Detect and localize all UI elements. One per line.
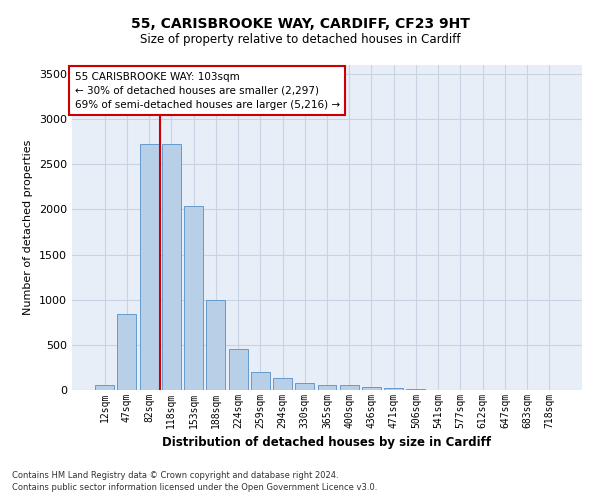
Text: 55 CARISBROOKE WAY: 103sqm
← 30% of detached houses are smaller (2,297)
69% of s: 55 CARISBROOKE WAY: 103sqm ← 30% of deta… [74,72,340,110]
Text: Size of property relative to detached houses in Cardiff: Size of property relative to detached ho… [140,32,460,46]
Bar [317,385,337,390]
Bar [118,314,136,390]
Text: Contains public sector information licensed under the Open Government Licence v3: Contains public sector information licen… [12,484,377,492]
Bar [162,144,181,390]
X-axis label: Distribution of detached houses by size in Cardiff: Distribution of detached houses by size … [163,436,491,450]
Bar [95,384,114,390]
Bar [295,383,314,390]
Bar [406,389,425,390]
Bar [251,372,270,390]
Text: 55, CARISBROOKE WAY, CARDIFF, CF23 9HT: 55, CARISBROOKE WAY, CARDIFF, CF23 9HT [131,18,469,32]
Bar [273,378,292,390]
Bar [140,144,158,390]
Bar [362,387,381,390]
Y-axis label: Number of detached properties: Number of detached properties [23,140,34,315]
Bar [184,206,203,390]
Bar [206,300,225,390]
Text: Contains HM Land Registry data © Crown copyright and database right 2024.: Contains HM Land Registry data © Crown c… [12,471,338,480]
Bar [229,350,248,390]
Bar [384,388,403,390]
Bar [340,385,359,390]
